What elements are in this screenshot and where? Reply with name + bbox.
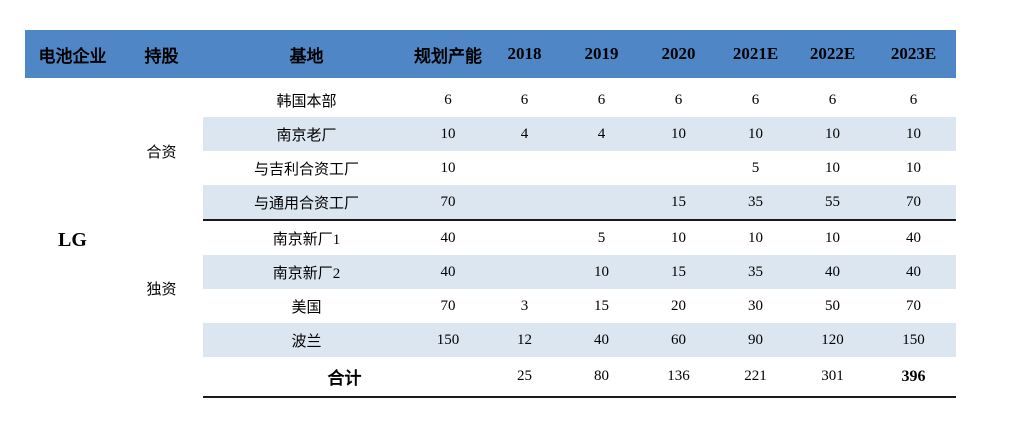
table-row: 与通用合资工厂 70 15 35 55 70 [25,185,956,221]
base-cell: 南京新厂2 [203,255,410,289]
value-cell: 15 [640,255,717,289]
value-cell: 6 [520,91,529,108]
capacity-cell: 6 [444,91,452,108]
base-cell: 与吉利合资工厂 [253,161,359,178]
value-cell: 10 [563,255,640,289]
table-row: 波兰 150 12 40 60 90 120 150 [25,323,956,357]
value-cell: 6 [674,91,683,108]
value-cell: 120 [794,323,871,357]
value-cell: 6 [751,91,760,108]
capacity-cell: 150 [410,323,486,357]
total-value-cell: 25 [486,357,563,398]
column-header-holding: 持股 [120,30,203,83]
value-cell: 12 [486,323,563,357]
column-header-base: 基地 [203,30,410,83]
value-cell: 20 [671,297,686,314]
total-value-cell: 221 [717,357,794,398]
value-cell: 6 [909,91,918,108]
value-cell: 15 [640,185,717,221]
value-cell: 10 [717,117,794,151]
value-cell: 10 [794,117,871,151]
company-cell: LG [25,80,120,397]
table-row: 南京新厂2 40 10 15 35 40 40 [25,255,956,289]
column-header-2021e: 2021E [717,30,794,83]
capacity-cell: 10 [440,159,456,176]
value-cell: 40 [794,255,871,289]
header-row: 电池企业 持股 基地 规划产能 2018 2019 2020 2021E 202… [25,30,956,83]
value-cell: 4 [563,117,640,151]
table-row: 美国 70 3 15 20 30 50 70 [25,289,956,323]
value-cell: 70 [906,297,921,314]
value-cell: 40 [906,229,921,246]
value-cell: 10 [825,229,840,246]
value-cell: 10 [906,159,921,176]
value-cell: 3 [520,297,529,314]
value-cell: 15 [594,297,609,314]
value-cell: 60 [640,323,717,357]
base-cell: 与通用合资工厂 [203,185,410,221]
value-cell: 10 [640,117,717,151]
base-cell: 韩国本部 [276,93,337,110]
value-cell: 70 [871,185,956,221]
value-cell: 30 [748,297,763,314]
table-row: 独资 南京新厂1 40 5 10 10 10 40 [25,220,956,357]
value-cell: 10 [825,159,840,176]
capacity-cell: 10 [410,117,486,151]
capacity-cell: 70 [410,185,486,221]
value-cell [640,151,717,185]
value-cell: 50 [825,297,840,314]
value-cell: 40 [871,255,956,289]
total-value-cell: 80 [563,357,640,398]
value-cell: 40 [563,323,640,357]
table-row: 南京老厂 10 4 4 10 10 10 10 [25,117,956,151]
value-cell: 10 [748,229,763,246]
capacity-cell: 40 [440,229,456,246]
capacity-cell: 40 [410,255,486,289]
total-row: 合计 25 80 136 221 301 396 [25,357,956,398]
value-cell: 6 [597,91,606,108]
value-cell: 55 [794,185,871,221]
value-cell [486,185,563,221]
value-cell [563,151,640,185]
total-value-cell: 301 [794,357,871,398]
value-cell [486,220,563,255]
base-cell: 美国 [291,299,322,316]
column-header-2022e: 2022E [794,30,871,83]
value-cell [563,185,640,221]
value-cell: 90 [717,323,794,357]
column-header-company: 电池企业 [25,30,120,83]
column-header-2018: 2018 [486,30,563,83]
total-label-cell: 合计 [203,357,486,398]
column-header-2019: 2019 [563,30,640,83]
total-grand-value-cell: 396 [871,357,956,398]
value-cell: 5 [597,229,606,246]
value-cell: 10 [671,229,686,246]
table-row: LG 合资 韩国本部 6 6 6 6 6 6 6 [25,80,956,397]
capacity-table-container: 电池企业 持股 基地 规划产能 2018 2019 2020 2021E 202… [25,30,956,398]
table-row: 与吉利合资工厂 10 5 10 10 [25,151,956,185]
capacity-table: 电池企业 持股 基地 规划产能 2018 2019 2020 2021E 202… [25,30,956,398]
base-cell: 南京老厂 [203,117,410,151]
base-cell: 波兰 [203,323,410,357]
value-cell: 150 [871,323,956,357]
value-cell [486,255,563,289]
value-cell: 4 [486,117,563,151]
holding-cell-joint: 合资 [120,80,203,220]
value-cell: 6 [828,91,837,108]
holding-cell-wholly-owned: 独资 [120,220,203,357]
holding-cell-empty [120,357,203,397]
column-header-2020: 2020 [640,30,717,83]
value-cell [486,151,563,185]
capacity-cell: 70 [440,297,456,314]
value-cell: 35 [717,255,794,289]
column-header-capacity: 规划产能 [410,30,486,83]
column-header-2023e: 2023E [871,30,956,83]
value-cell: 5 [751,159,760,176]
value-cell: 10 [871,117,956,151]
total-value-cell: 136 [640,357,717,398]
base-cell: 南京新厂1 [272,231,341,248]
value-cell: 35 [717,185,794,221]
